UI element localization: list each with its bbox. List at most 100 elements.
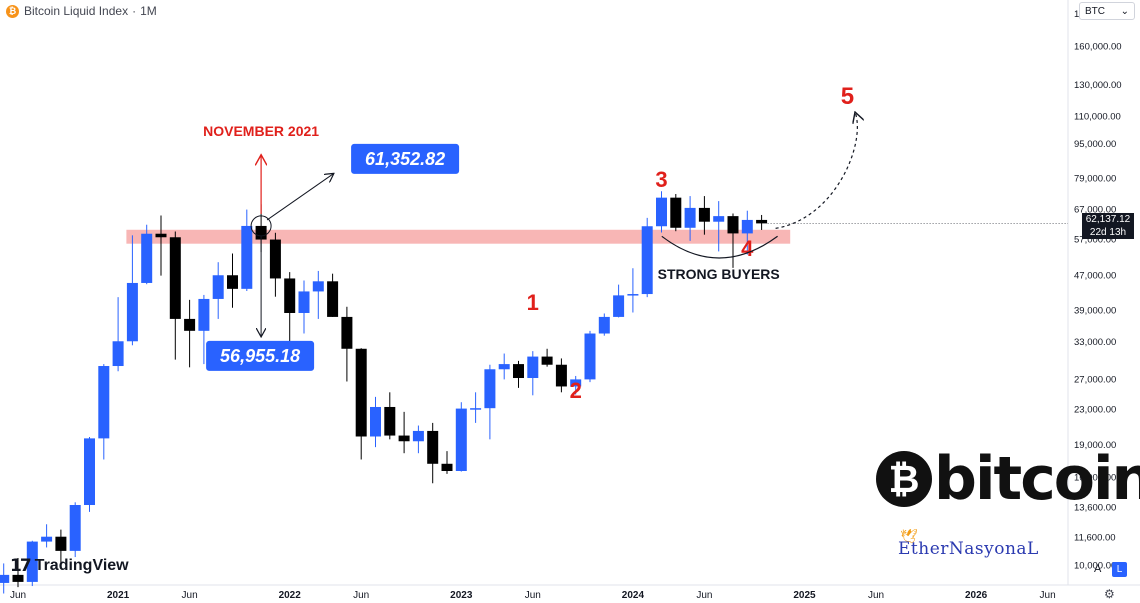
currency-value: BTC [1085, 5, 1105, 17]
candle-body [541, 356, 553, 365]
y-tick-label: 95,000.00 [1074, 139, 1116, 150]
x-tick-label: Jun [868, 590, 884, 601]
candle-body [698, 207, 710, 222]
x-tick-label: Jun [696, 590, 712, 601]
candle-body [527, 356, 539, 379]
y-tick-label: 23,000.00 [1074, 404, 1116, 415]
bitcoin-coin-icon: ₿ [6, 4, 19, 18]
candle-body [255, 225, 267, 240]
y-tick-label: 10,000.00 [1074, 560, 1116, 571]
candle-body [570, 379, 582, 387]
up-right-arrow [266, 174, 333, 221]
gear-icon[interactable]: ⚙ [1104, 587, 1115, 601]
author-label: EtherNasyonaL [898, 539, 1039, 559]
candle-body [470, 408, 482, 410]
bitcoin-logo: ₿ bitcoin [876, 449, 1140, 509]
candle-body [41, 536, 53, 542]
candle-body [212, 275, 224, 299]
bitcoin-wordmark: bitcoin [934, 444, 1140, 514]
candle-body [741, 219, 753, 234]
y-tick-label: 16,000.00 [1074, 472, 1116, 483]
candle-body [155, 233, 167, 238]
x-tick-label: 2023 [450, 590, 473, 601]
candle-body [441, 463, 453, 471]
candle-body [227, 275, 238, 289]
header-separator: · [132, 4, 137, 18]
symbol-title[interactable]: Bitcoin Liquid Index [24, 4, 129, 18]
x-tick-label: Jun [182, 590, 198, 601]
candle-body [727, 216, 739, 234]
x-tick-label: 2022 [279, 590, 302, 601]
auto-scale-button[interactable]: A [1094, 563, 1102, 575]
candle-body [169, 237, 181, 319]
candle-body [584, 333, 596, 380]
x-tick-label: 2024 [622, 590, 645, 601]
candle-body [0, 574, 10, 583]
lower-level-label: 56,955.18 [220, 346, 300, 366]
candle-body [69, 505, 81, 551]
candle-body [284, 278, 296, 313]
y-tick-label: 27,000.00 [1074, 374, 1116, 385]
tradingview-logo[interactable]: 𝟭𝟳 TradingView [10, 556, 129, 576]
candle-body [12, 574, 24, 582]
candle-body [312, 281, 324, 292]
tradingview-mark-icon: 𝟭𝟳 [10, 556, 32, 575]
strong-buyers-arc [661, 235, 778, 259]
candle-body [269, 239, 281, 279]
candle-body [498, 364, 510, 370]
wave-3-label: 3 [655, 167, 667, 192]
candle-body [126, 282, 138, 342]
candle-body [98, 366, 110, 439]
wave-1-label: 1 [527, 290, 539, 315]
chart-header: ₿ Bitcoin Liquid Index · 1M [6, 4, 157, 18]
last-price-tag: 62,137.12 22d 13h [1082, 213, 1134, 239]
candle-body [327, 281, 339, 317]
y-tick-label: 79,000.00 [1074, 173, 1116, 184]
candle-body [598, 316, 610, 334]
last-price-value: 62,137.12 [1085, 214, 1131, 225]
candle-body [184, 318, 196, 331]
strong-buyers-label: STRONG BUYERS [658, 266, 780, 282]
projection-path [775, 113, 858, 229]
y-tick-label: 47,000.00 [1074, 271, 1116, 282]
x-tick-label: Jun [353, 590, 369, 601]
bitcoin-symbol-icon: ₿ [876, 451, 932, 507]
currency-select[interactable]: BTC ⌄ [1079, 2, 1135, 20]
candle-body [398, 435, 410, 442]
y-tick-label: 19,000.00 [1074, 440, 1116, 451]
candle-body [370, 406, 381, 437]
candle-body [198, 298, 210, 331]
candle-body [513, 364, 524, 379]
candle-body [412, 430, 424, 442]
tradingview-label: TradingView [34, 557, 129, 574]
candle-body [384, 406, 396, 436]
candle-body [555, 364, 567, 387]
y-tick-label: 13,600.00 [1074, 503, 1116, 514]
upper-level-label-box [351, 143, 460, 174]
log-scale-button[interactable]: L [1112, 562, 1127, 577]
candle-body [84, 438, 95, 506]
candle-body [298, 291, 310, 313]
candle-body [756, 219, 768, 224]
november-2021-label: NOVEMBER 2021 [203, 123, 319, 139]
chevron-down-icon: ⌄ [1120, 5, 1129, 17]
bar-countdown: 22d 13h [1089, 227, 1127, 238]
candle-body [670, 197, 682, 228]
y-tick-label: 11,600.00 [1074, 533, 1116, 544]
candle-body [241, 225, 253, 289]
candle-body [427, 430, 439, 464]
x-tick-label: Jun [10, 590, 26, 601]
x-tick-label: Jun [1040, 590, 1056, 601]
interval-label[interactable]: 1M [140, 4, 157, 18]
candle-body [455, 408, 467, 471]
y-tick-label: 160,000.00 [1074, 41, 1122, 52]
wave-4-label: 4 [741, 236, 754, 261]
y-tick-label: 39,000.00 [1074, 306, 1116, 317]
x-tick-label: 2025 [793, 590, 816, 601]
upper-level-label: 61,352.82 [365, 149, 445, 169]
candle-body [641, 226, 653, 295]
candle-body [656, 197, 667, 227]
lower-level-label-box [206, 340, 315, 371]
x-tick-label: Jun [525, 590, 541, 601]
